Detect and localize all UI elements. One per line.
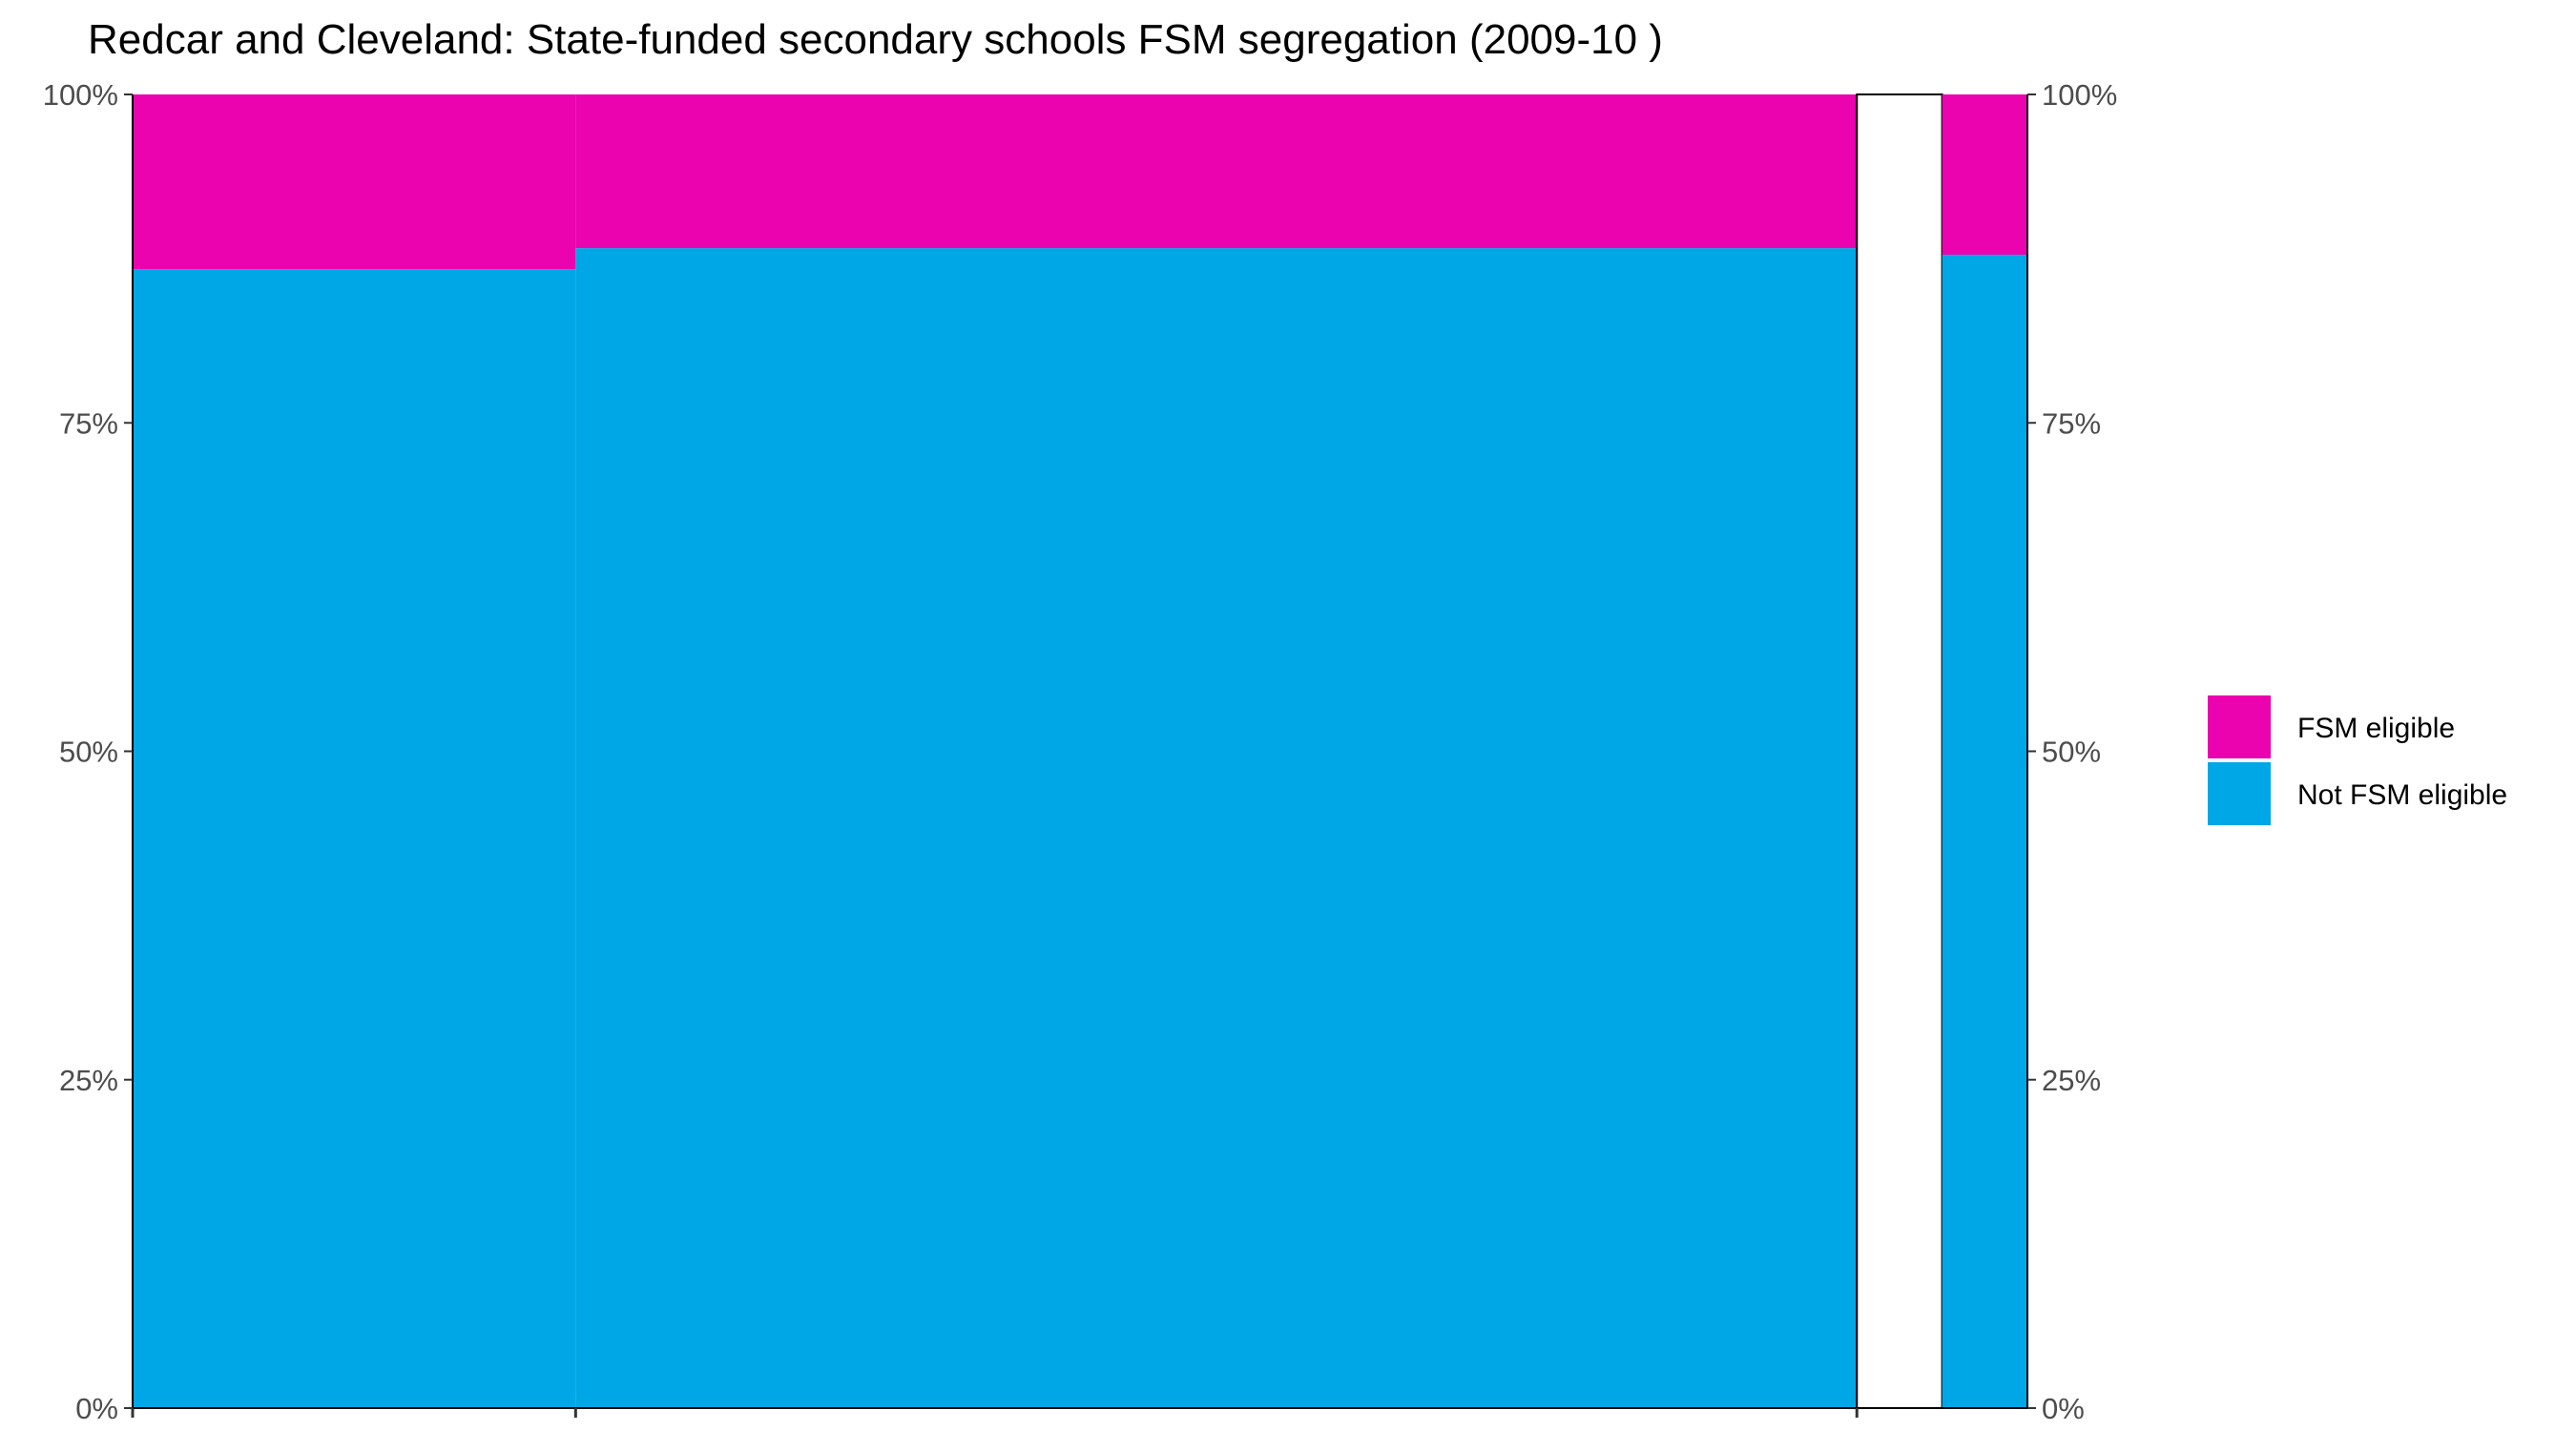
plot-area <box>133 93 2027 1409</box>
y-tick-label-left: 100% <box>43 78 118 112</box>
bar-fsm-col-1 <box>133 94 576 270</box>
legend-key-not-fsm <box>2208 762 2271 825</box>
bar-fsm-col-4 <box>1942 94 2027 255</box>
chart-title: Redcar and Cleveland: State-funded secon… <box>88 16 1663 63</box>
y-tick-label-right: 50% <box>2042 736 2101 769</box>
y-tick-label-right: 100% <box>2042 78 2117 112</box>
legend-label-not-fsm: Not FSM eligible <box>2297 779 2507 811</box>
axes: 0% 0% 25% 25% 50% 50% 75% 75% 100% 100% <box>43 78 2118 1425</box>
legend-key-fsm <box>2208 695 2271 758</box>
legend: FSM eligible Not FSM eligible <box>2208 695 2507 825</box>
y-tick-label-right: 0% <box>2042 1392 2085 1425</box>
y-tick-label-left: 50% <box>59 736 118 769</box>
bar-empty-col-3 <box>1856 93 1943 1409</box>
y-tick-label-right: 25% <box>2042 1064 2101 1097</box>
y-tick-label-left: 0% <box>75 1392 118 1425</box>
bar-fsm-col-2 <box>575 94 1858 249</box>
y-tick-label-left: 75% <box>59 406 118 440</box>
bar-not-fsm-col-4 <box>1942 254 2027 1408</box>
bar-not-fsm-col-2 <box>575 248 1858 1408</box>
bar-not-fsm-col-1 <box>133 269 576 1408</box>
legend-label-fsm: FSM eligible <box>2297 713 2455 744</box>
y-tick-label-right: 75% <box>2042 406 2101 440</box>
y-tick-label-left: 25% <box>59 1064 118 1097</box>
